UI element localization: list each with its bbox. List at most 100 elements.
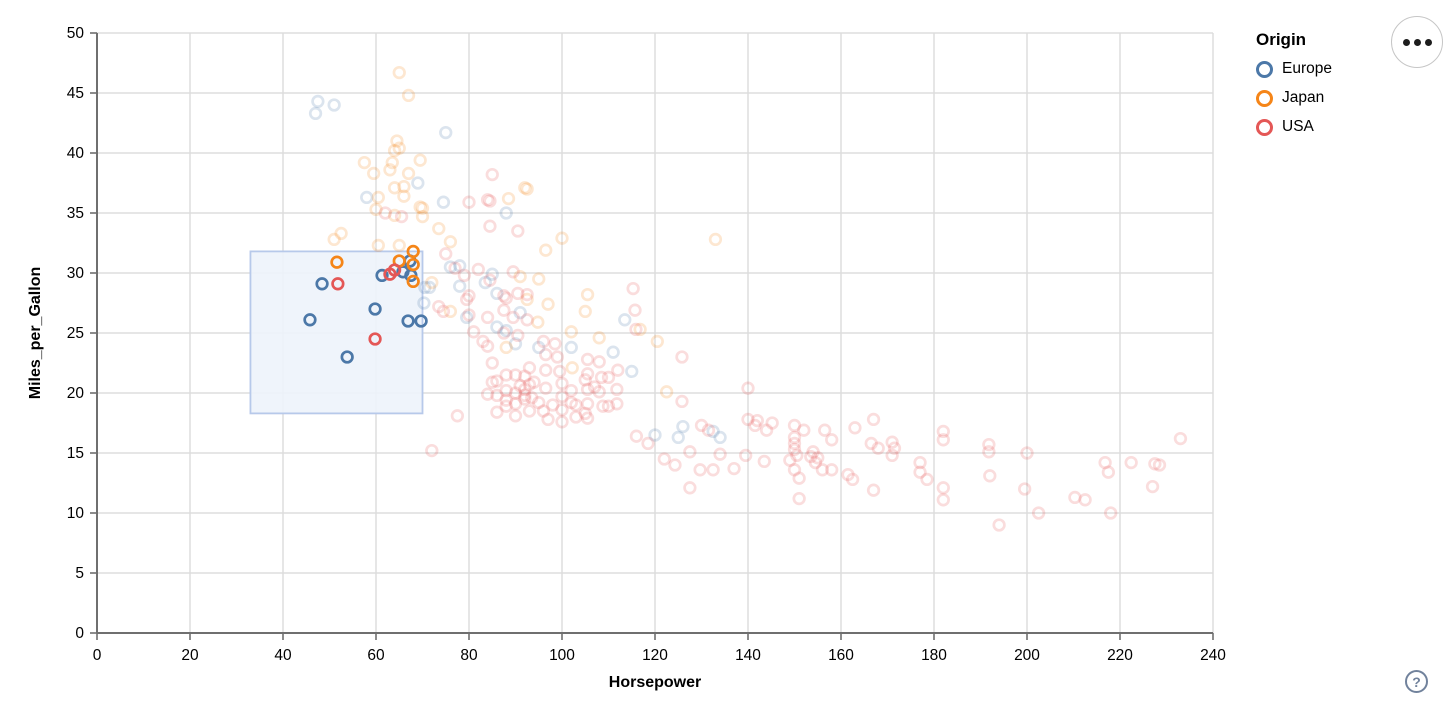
- data-point-japan: [367, 166, 381, 181]
- data-point-japan: [383, 163, 397, 177]
- data-point-japan: [413, 153, 427, 167]
- data-point-usa: [787, 463, 802, 477]
- data-point-europe: [411, 176, 425, 190]
- data-point-usa: [913, 465, 927, 479]
- data-point-usa: [564, 395, 578, 410]
- data-point-usa: [866, 412, 881, 427]
- data-point-usa: [992, 518, 1006, 532]
- data-point-japan: [432, 221, 446, 236]
- legend-item-usa[interactable]: USA: [1256, 118, 1332, 136]
- y-tick-label: 15: [67, 445, 84, 462]
- data-point-usa: [518, 392, 532, 406]
- data-point-usa: [578, 373, 592, 387]
- y-tick-label: 30: [67, 265, 85, 282]
- x-tick-label: 60: [367, 647, 385, 664]
- data-point-japan: [565, 361, 579, 375]
- data-point-europe: [508, 337, 523, 351]
- data-point-japan: [633, 322, 647, 337]
- data-point-usa: [787, 430, 802, 445]
- data-point-usa: [641, 436, 655, 451]
- data-point-japan: [415, 201, 430, 215]
- data-point-usa: [580, 382, 595, 397]
- data-point-usa: [1148, 457, 1162, 471]
- data-point-usa: [1145, 479, 1160, 494]
- chart-actions-button[interactable]: [1391, 16, 1443, 68]
- data-point-japan: [708, 232, 723, 247]
- data-point-usa: [727, 461, 741, 476]
- data-point-usa: [436, 304, 451, 319]
- data-point-selected-usa: [368, 332, 382, 346]
- data-point-selected-usa: [383, 267, 397, 281]
- data-point-usa: [511, 286, 525, 301]
- data-point-japan: [401, 88, 416, 103]
- data-point-usa: [555, 389, 569, 404]
- data-point-usa: [511, 328, 525, 343]
- data-point-usa: [555, 403, 569, 417]
- data-point-japan: [443, 235, 458, 249]
- data-point-usa: [936, 424, 950, 439]
- y-tick-label: 5: [75, 565, 84, 582]
- data-point-usa: [1078, 493, 1092, 507]
- x-tick-label: 240: [1200, 647, 1226, 664]
- data-point-europe: [453, 259, 467, 273]
- data-point-japan: [513, 269, 527, 284]
- data-point-europe: [671, 430, 685, 445]
- y-tick-label: 10: [67, 505, 85, 522]
- data-point-usa: [467, 325, 481, 339]
- data-point-usa: [506, 265, 520, 279]
- data-point-usa: [792, 491, 806, 506]
- x-tick-label: 200: [1014, 647, 1040, 664]
- data-point-europe: [713, 430, 727, 445]
- data-point-europe: [606, 345, 620, 359]
- legend-label: Japan: [1282, 89, 1325, 106]
- data-point-europe: [308, 106, 323, 121]
- data-point-europe: [436, 195, 451, 209]
- legend-item-japan[interactable]: Japan: [1256, 89, 1332, 107]
- data-point-usa: [866, 483, 881, 497]
- data-point-japan: [499, 340, 513, 355]
- data-point-europe: [499, 206, 513, 220]
- data-point-usa: [808, 455, 823, 470]
- x-tick-label: 20: [181, 647, 199, 664]
- help-button[interactable]: ?: [1405, 670, 1428, 693]
- data-point-selected-japan: [406, 257, 420, 272]
- data-point-selected-europe: [375, 268, 389, 283]
- data-point-usa: [706, 463, 720, 477]
- data-point-usa: [887, 441, 902, 455]
- ellipsis-icon: [1413, 38, 1421, 46]
- data-point-europe: [490, 286, 504, 301]
- data-point-usa: [818, 423, 832, 437]
- data-point-usa: [757, 454, 771, 469]
- data-point-usa: [1098, 455, 1112, 470]
- data-point-usa: [536, 404, 551, 418]
- y-axis-title: Miles_per_Gallon: [27, 267, 44, 400]
- data-point-europe: [360, 190, 374, 205]
- data-point-japan: [387, 143, 402, 158]
- data-point-europe: [311, 94, 325, 109]
- data-point-usa: [497, 289, 511, 303]
- data-point-europe: [478, 275, 492, 290]
- data-point-japan: [371, 238, 385, 253]
- data-point-usa: [936, 433, 950, 447]
- data-point-usa: [806, 445, 820, 459]
- data-point-usa: [580, 367, 595, 381]
- data-point-usa: [750, 413, 764, 428]
- data-point-usa: [825, 463, 839, 477]
- data-point-usa: [499, 383, 513, 398]
- data-point-usa: [592, 355, 606, 369]
- data-point-usa: [497, 303, 511, 317]
- y-tick-label: 35: [67, 205, 84, 222]
- question-mark-icon: ?: [1412, 673, 1421, 690]
- data-point-usa: [601, 399, 616, 413]
- data-point-usa: [811, 451, 825, 465]
- data-point-usa: [432, 299, 446, 314]
- data-point-usa: [462, 195, 476, 209]
- data-point-usa: [485, 375, 499, 389]
- data-point-usa: [497, 326, 511, 340]
- data-point-usa: [425, 443, 439, 458]
- data-point-usa: [759, 423, 774, 437]
- data-point-europe: [443, 260, 458, 274]
- legend-item-europe[interactable]: Europe: [1256, 60, 1332, 78]
- data-point-usa: [693, 463, 707, 477]
